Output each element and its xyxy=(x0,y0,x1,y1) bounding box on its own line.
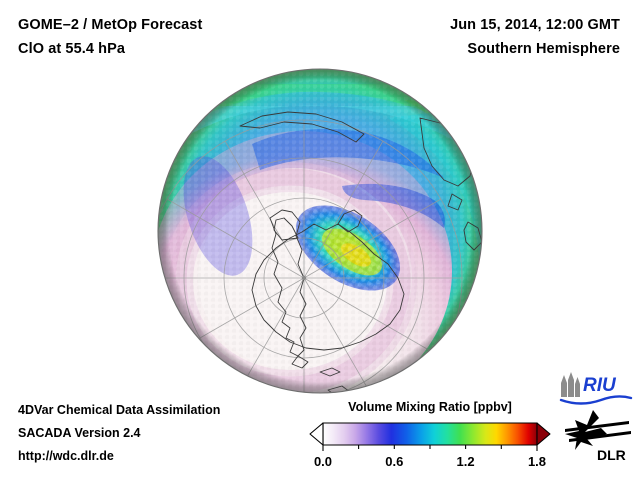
riu-logo: RIU xyxy=(557,371,635,405)
dlr-mark-icon xyxy=(565,410,631,450)
limb-shading xyxy=(158,69,482,393)
title-line-1: GOME–2 / MetOp Forecast xyxy=(18,17,203,33)
riu-swoosh-icon xyxy=(559,395,633,405)
footer-line-2: SACADA Version 2.4 xyxy=(18,426,141,440)
colorbar: Volume Mixing Ratio [ppbv] 0.0 0.6 1.2 1… xyxy=(305,400,555,472)
colorbar-tick-1: 0.6 xyxy=(385,454,403,469)
colorbar-tick-3: 1.8 xyxy=(528,454,546,469)
title-line-2: ClO at 55.4 hPa xyxy=(18,41,126,57)
colorbar-ticks xyxy=(322,445,538,451)
dlr-logo: DLR xyxy=(563,408,633,464)
footer-line-1: 4DVar Chemical Data Assimilation xyxy=(18,403,221,417)
colorbar-under-arrow xyxy=(309,422,324,446)
colorbar-over-arrow xyxy=(536,422,551,446)
colorbar-tick-0: 0.0 xyxy=(314,454,332,469)
colorbar-title: Volume Mixing Ratio [ppbv] xyxy=(348,400,512,414)
globe-map xyxy=(152,66,488,396)
riu-spires-icon xyxy=(561,372,580,397)
colorbar-tick-labels: 0.0 0.6 1.2 1.8 xyxy=(314,454,546,469)
colorbar-tick-2: 1.2 xyxy=(457,454,475,469)
riu-wordmark: RIU xyxy=(583,375,617,396)
footer-line-3: http://wdc.dlr.de xyxy=(18,449,114,463)
colorbar-swatch xyxy=(309,422,551,446)
hemisphere-label: Southern Hemisphere xyxy=(467,41,620,57)
globe-outline xyxy=(157,68,483,394)
dlr-wordmark: DLR xyxy=(597,447,626,463)
forecast-date: Jun 15, 2014, 12:00 GMT xyxy=(450,17,620,33)
